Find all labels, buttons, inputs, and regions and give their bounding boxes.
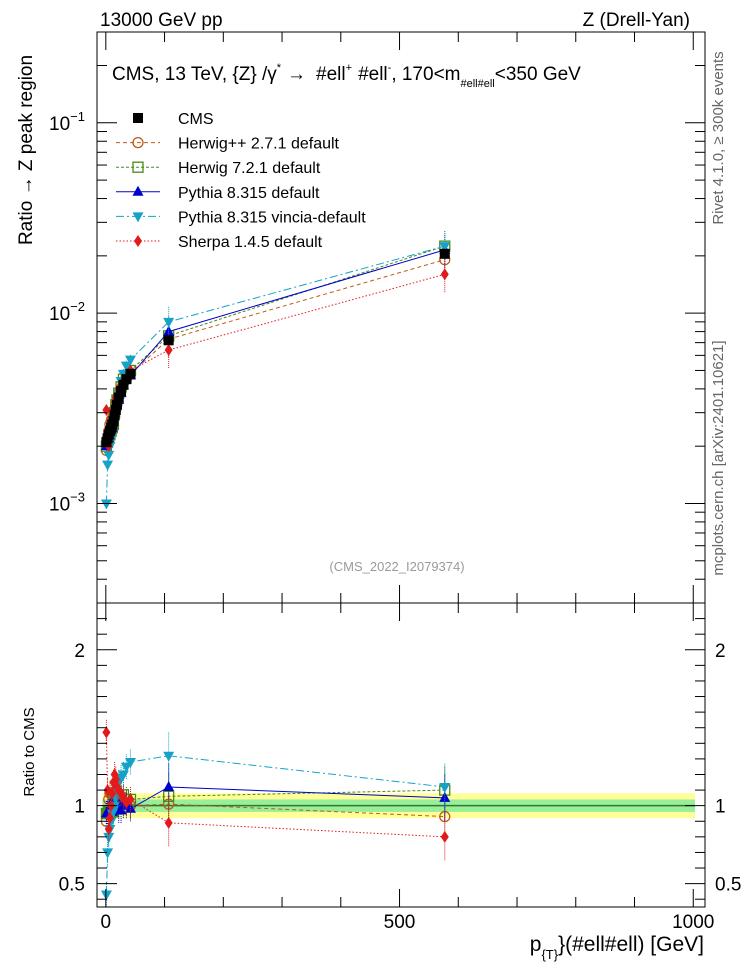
ratio-y-tick-label-right: 2: [715, 641, 726, 662]
ratio-y-tick-label-right: 1: [715, 797, 726, 818]
data-point: [103, 450, 115, 461]
series-line: [105, 249, 445, 447]
ratio-point: [100, 890, 112, 901]
legend-entry-4: Pythia 8.315 vincia-default: [116, 209, 366, 226]
legend-entry-3: Pythia 8.315 default: [116, 185, 320, 202]
ratio-point: [111, 773, 120, 786]
cms-data-point: [109, 410, 120, 421]
y-tick-label: 10−1: [49, 109, 85, 135]
legend-marker: [132, 185, 144, 196]
cms-data-point: [118, 379, 129, 390]
data-point: [124, 355, 136, 366]
legend-marker: [132, 161, 144, 173]
data-point: [120, 361, 132, 372]
chart-title: CMS, 13 TeV, {Z} /γ* → #ell+ #ell-, 170<m#e…: [112, 62, 581, 90]
cms-data-point: [111, 399, 122, 410]
cms-data-point: [108, 416, 119, 427]
ratio-series-line: [105, 732, 445, 838]
series-line: [105, 245, 445, 447]
series-0: [100, 244, 451, 840]
ratio-point: [108, 787, 117, 800]
legend-entry-5: Sherpa 1.4.5 default: [116, 234, 323, 251]
cms-data-point: [439, 248, 450, 259]
legend-marker: [134, 235, 142, 247]
series-cms: [101, 248, 450, 448]
ratio-y-tick-label: 1: [74, 797, 85, 818]
ratio-y-tick-label-right: 0.5: [715, 875, 741, 896]
ratio-point: [103, 832, 115, 843]
mcplots-label: mcplots.cern.ch [arXiv:2401.10621]: [710, 340, 727, 575]
ratio-point: [440, 830, 449, 843]
ratio-point: [102, 848, 114, 859]
header-analysis: Z (Drell-Yan): [583, 10, 690, 31]
legend-entry-2: Herwig 7.2.1 default: [116, 160, 321, 177]
ratio-point: [105, 812, 114, 825]
x-axis-label: p{T}}(#ell#ell) [GeV]: [530, 933, 704, 962]
data-point: [164, 344, 173, 357]
ratio-point: [163, 751, 175, 762]
data-point: [100, 499, 112, 510]
legend-label: Herwig++ 2.7.1 default: [178, 136, 340, 153]
cms-data-point: [163, 335, 174, 346]
ratio-uncertainty-band: [102, 793, 695, 819]
legend: CMS Herwig++ 2.7.1 default Herwig 7.2.1 de…: [116, 111, 366, 251]
cms-data-point: [110, 404, 121, 415]
series-line: [105, 245, 445, 504]
ratio-series-line: [105, 755, 445, 895]
data-point: [102, 460, 114, 471]
header-process: 13000 GeV pp: [100, 10, 223, 31]
cms-data-point: [121, 374, 132, 385]
legend-label: CMS: [178, 111, 214, 128]
ratio-point: [439, 791, 451, 802]
ratio-y-tick-label: 2: [74, 641, 85, 662]
x-tick-label: 500: [384, 912, 416, 933]
legend-marker: [132, 136, 144, 149]
data-series-layer: [100, 231, 451, 907]
cms-data-point: [116, 385, 127, 396]
legend-marker: [133, 113, 143, 123]
data-point: [163, 325, 175, 336]
ratio-y-tick-label: 0.5: [59, 875, 85, 896]
ratio-point: [163, 780, 175, 791]
ratio-point: [163, 790, 175, 802]
ratio-point: [126, 793, 135, 806]
ratio-point: [102, 726, 111, 739]
ratio-point: [164, 816, 173, 829]
ratio-y-axis-label: Ratio to CMS: [21, 707, 38, 796]
y-tick-label: 10−3: [49, 489, 85, 515]
series-2: [100, 234, 451, 826]
legend-label: Herwig 7.2.1 default: [178, 160, 321, 177]
ratio-point: [439, 782, 451, 793]
data-point: [439, 242, 451, 253]
data-point: [163, 317, 175, 328]
legend-entry-1: Herwig++ 2.7.1 default: [116, 136, 340, 153]
analysis-watermark: (CMS_2022_I2079374): [329, 559, 464, 574]
y-tick-label: 10−2: [49, 299, 85, 325]
legend-label: Pythia 8.315 vincia-default: [178, 209, 366, 226]
data-point: [440, 268, 449, 281]
legend-label: Sherpa 1.4.5 default: [178, 234, 323, 251]
cms-data-point: [113, 392, 124, 403]
ratio-plot-frame: [96, 602, 706, 908]
x-tick-label: 0: [101, 912, 112, 933]
ratio-point: [104, 823, 113, 836]
series-line: [105, 259, 445, 451]
ratio-point: [124, 758, 136, 769]
cms-data-point: [125, 368, 136, 379]
legend-label: Pythia 8.315 default: [178, 185, 320, 202]
rivet-version-label: Rivet 4.1.0, ≥ 300k events: [710, 51, 727, 224]
x-tick-label: 1000: [672, 912, 714, 933]
y-axis-label: Ratio → Z peak region: [16, 55, 37, 245]
legend-entry-0: CMS: [133, 111, 214, 128]
legend-marker: [132, 212, 144, 223]
